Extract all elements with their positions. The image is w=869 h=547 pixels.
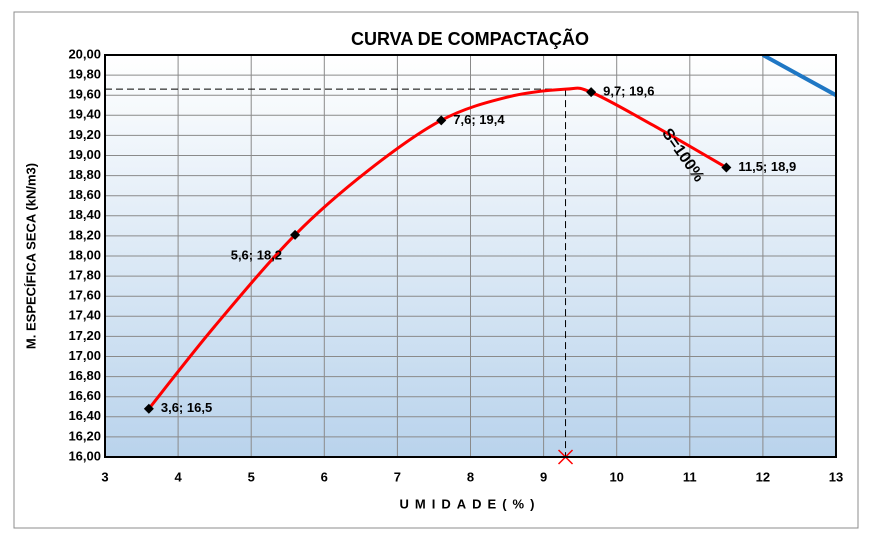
y-tick-label: 17,00 [68,348,101,363]
data-point [436,115,447,126]
y-tick-label: 16,40 [68,408,101,423]
x-tick-label: 3 [101,469,108,484]
y-tick-label: 18,00 [68,247,101,262]
y-tick-label: 18,40 [68,207,101,222]
y-tick-label: 20,00 [68,46,101,61]
x-tick-label: 6 [321,469,328,484]
y-tick-label: 17,60 [68,288,101,303]
series-line [761,55,836,97]
plot-border [104,54,837,458]
data-label: 9,7; 19,6 [603,84,654,99]
y-tick-label: 19,20 [68,127,101,142]
y-tick-label: 19,60 [68,87,101,102]
x-tick-label: 8 [467,469,474,484]
data-point [721,162,732,173]
y-tick-label: 16,80 [68,368,101,383]
x-tick-label: 7 [394,469,401,484]
y-tick-label: 16,60 [68,388,101,403]
data-point [586,87,597,98]
y-axis-label: M. ESPECÍFICA SECA (kN/m3) [23,163,38,349]
data-label: 5,6; 18,2 [231,247,282,262]
data-point [143,403,154,414]
x-tick-label: 10 [609,469,623,484]
data-label: 11,5; 18,9 [738,159,796,174]
x-tick-label: 12 [756,469,770,484]
x-axis-label: UMIDADE(%) [400,496,541,511]
data-label: 3,6; 16,5 [161,400,212,415]
x-tick-label: 4 [174,469,182,484]
data-label: 7,6; 19,4 [453,112,505,127]
x-tick-label: 5 [248,469,255,484]
y-tick-label: 17,80 [68,268,101,283]
y-tick-label: 19,00 [68,147,101,162]
y-tick-label: 17,40 [68,308,101,323]
y-tick-label: 16,00 [68,448,101,463]
y-tick-label: 17,20 [68,328,101,343]
y-tick-label: 18,20 [68,227,101,242]
y-tick-label: 16,20 [68,428,101,443]
series-line [147,86,728,410]
x-tick-label: 9 [540,469,547,484]
chart-title: CURVA DE COMPACTAÇÃO [351,28,589,49]
y-tick-label: 19,80 [68,67,101,82]
x-tick-label: 11 [683,469,697,484]
x-tick-label: 13 [829,469,843,484]
y-tick-label: 18,80 [68,167,101,182]
y-tick-label: 18,60 [68,187,101,202]
data-point [290,229,301,240]
y-tick-label: 19,40 [68,107,101,122]
